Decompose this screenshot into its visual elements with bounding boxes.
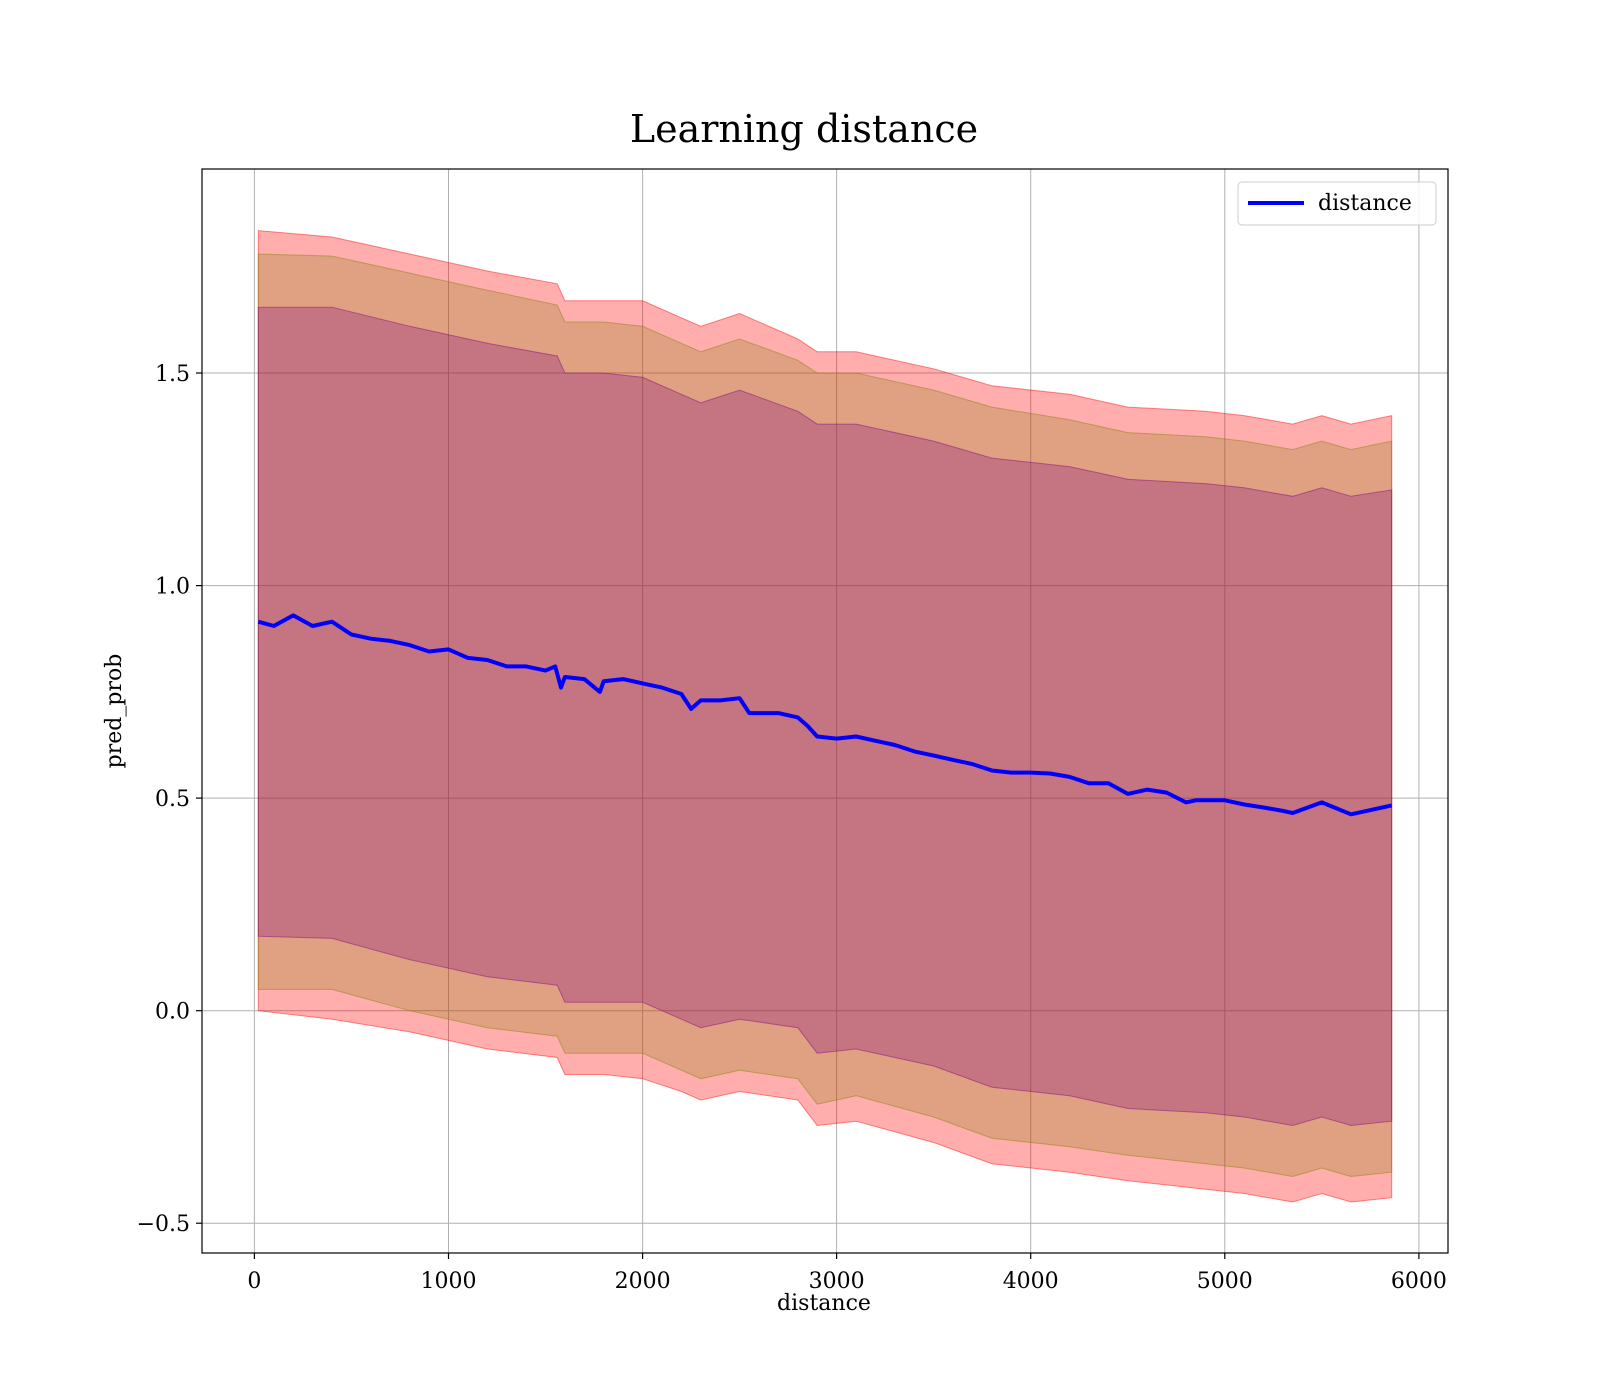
series-lines xyxy=(257,613,1393,817)
x-tick-label: 6000 xyxy=(1391,1269,1447,1294)
x-tick-label: 2000 xyxy=(615,1269,671,1294)
y-tick-label: 1.5 xyxy=(155,362,190,387)
x-tick-label: 4000 xyxy=(1003,1269,1059,1294)
grid xyxy=(202,169,1448,1253)
x-tick-label: 3000 xyxy=(809,1269,865,1294)
legend-box xyxy=(1237,181,1437,226)
plot-frame xyxy=(201,168,1449,1254)
legend-label: distance xyxy=(1318,191,1412,216)
y-tick-label: −0.5 xyxy=(137,1212,190,1237)
x-tick-label: 0 xyxy=(247,1269,261,1294)
chart-title: Learning distance xyxy=(630,107,978,151)
axis-ticks: 0 1000 2000 3000 4000 5000 6000 −0.5 0.0 0.5 1.0 1.… xyxy=(137,362,1447,1294)
confidence-band xyxy=(257,230,1393,1203)
x-axis-label: distance xyxy=(777,1291,871,1316)
confidence-band xyxy=(257,253,1393,1178)
series-line-distance xyxy=(257,613,1393,817)
x-tick-label: 1000 xyxy=(421,1269,477,1294)
y-tick-label: 1.0 xyxy=(155,575,190,600)
y-tick-label: 0.5 xyxy=(155,787,190,812)
x-tick-label: 5000 xyxy=(1197,1269,1253,1294)
y-axis-label: pred_prob xyxy=(102,654,127,769)
confidence-bands xyxy=(257,230,1393,1203)
confidence-band xyxy=(257,306,1393,1127)
legend: distance xyxy=(1237,181,1437,226)
y-tick-label: 0.0 xyxy=(155,1000,190,1025)
